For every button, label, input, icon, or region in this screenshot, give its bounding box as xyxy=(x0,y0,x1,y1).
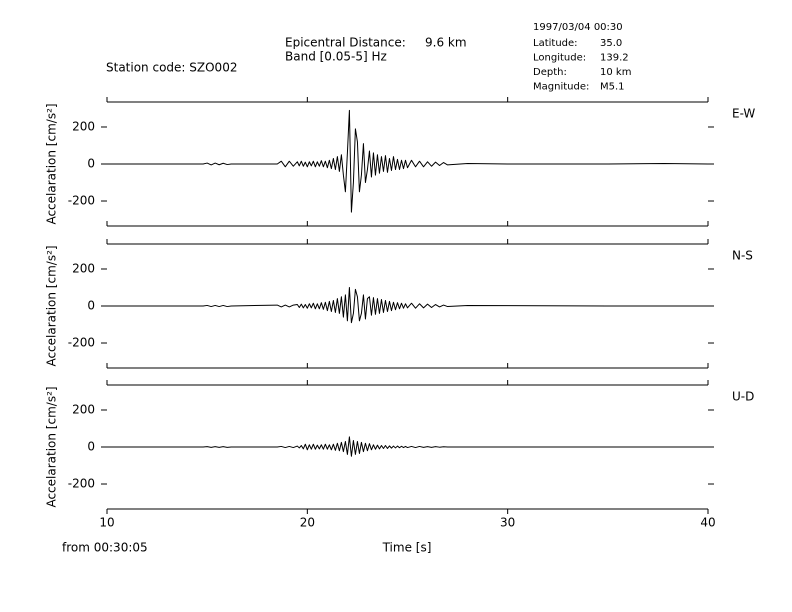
station-code: Station code: SZO002 xyxy=(106,61,237,75)
start-time-note: from 00:30:05 xyxy=(62,541,148,555)
waveform xyxy=(107,286,708,324)
x-tick-label: 30 xyxy=(500,516,515,530)
x-tick-label: 20 xyxy=(300,516,315,530)
param-value: 139.2 xyxy=(600,53,629,64)
param-label: Magnitude: xyxy=(533,82,589,93)
param-value: 35.0 xyxy=(600,38,622,49)
y-axis-label: Accelaration [cm/s²] xyxy=(45,103,59,224)
x-tick-label: 40 xyxy=(700,516,715,530)
y-tick-label: 0 xyxy=(87,440,95,454)
channel-label: N-S xyxy=(732,249,753,263)
y-axis-label: Accelaration [cm/s²] xyxy=(45,386,59,507)
distance-value: 9.6 km xyxy=(425,36,467,50)
x-axis-label: Time [s] xyxy=(382,541,432,555)
y-tick-label: 200 xyxy=(72,261,95,275)
param-value: 10 km xyxy=(600,67,631,78)
band: Band [0.05-5] Hz xyxy=(285,50,387,64)
distance-label: Epicentral Distance: xyxy=(285,36,406,50)
y-tick-label: -200 xyxy=(68,477,95,491)
param-label: Depth: xyxy=(533,67,567,78)
y-tick-label: -200 xyxy=(68,194,95,208)
y-axis-label: Accelaration [cm/s²] xyxy=(45,245,59,366)
x-tick-label: 10 xyxy=(99,516,114,530)
param-value: M5.1 xyxy=(600,82,625,93)
waveform xyxy=(107,109,709,213)
param-label: Longitude: xyxy=(533,53,586,64)
waveform xyxy=(107,436,708,457)
channel-label: E-W xyxy=(732,107,755,121)
param-label: Latitude: xyxy=(533,38,578,49)
datetime: 1997/03/04 00:30 xyxy=(533,22,623,33)
y-tick-label: 0 xyxy=(87,299,95,313)
y-tick-label: 200 xyxy=(72,119,95,133)
y-tick-label: -200 xyxy=(68,336,95,350)
y-tick-label: 0 xyxy=(87,157,95,171)
channel-label: U-D xyxy=(732,390,754,404)
y-tick-label: 200 xyxy=(72,402,95,416)
